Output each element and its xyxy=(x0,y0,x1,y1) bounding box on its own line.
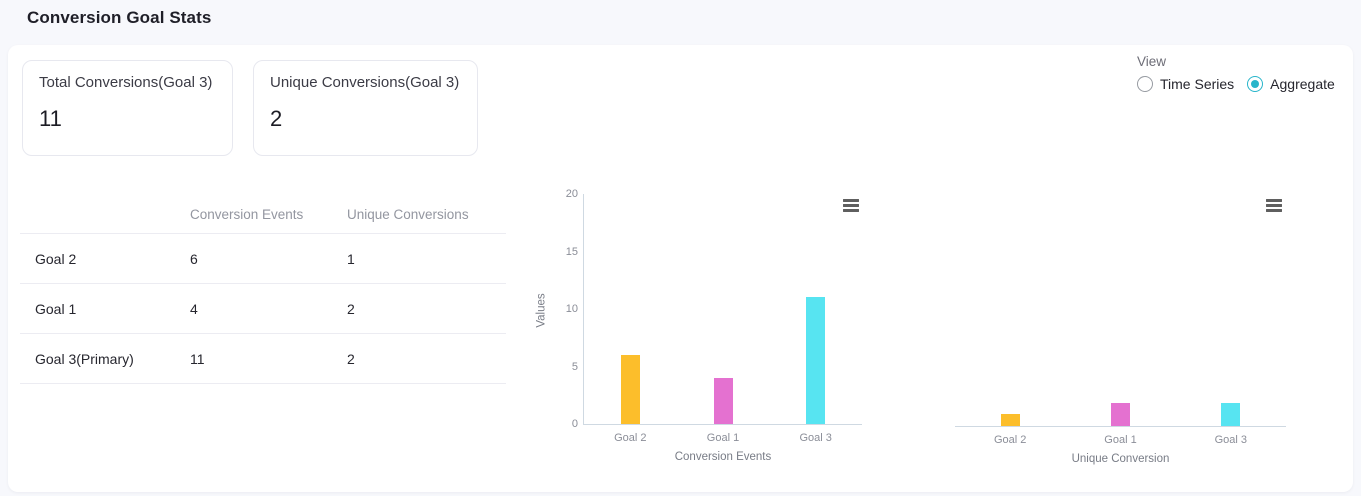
bar-goal-3 xyxy=(1221,403,1241,426)
x-axis-category-label: Goal 3 xyxy=(1214,434,1248,446)
x-axis-category-label: Goal 3 xyxy=(799,432,832,444)
cell-unique-conversions: 2 xyxy=(347,350,355,367)
cell-unique-conversions: 1 xyxy=(347,250,355,267)
hamburger-icon xyxy=(843,199,859,202)
table-header-row: Conversion Events Unique Conversions xyxy=(20,196,506,234)
y-axis-tick-label: 15 xyxy=(565,245,578,258)
hamburger-icon xyxy=(843,204,859,207)
radio-circle-icon xyxy=(1137,76,1153,92)
stat-card-value: 11 xyxy=(39,106,62,131)
x-axis-label: Conversion Events xyxy=(674,451,772,463)
cell-conversion-events: 4 xyxy=(190,300,198,317)
hamburger-icon xyxy=(1266,204,1282,207)
stat-card-label: Unique Conversions(Goal 3) xyxy=(270,74,460,91)
y-axis-label: Values xyxy=(535,293,548,328)
header-cell-conversion-events: Conversion Events xyxy=(190,207,304,222)
radio-aggregate-label[interactable]: Aggregate xyxy=(1270,76,1335,92)
cell-goal-name: Goal 3(Primary) xyxy=(35,350,134,367)
stat-card-unique-conversions: Unique Conversions(Goal 3) 2 xyxy=(253,60,478,156)
x-axis-category-label: Goal 2 xyxy=(614,432,647,444)
table-row: Goal 2 6 1 xyxy=(20,234,506,284)
y-axis-tick-label: 10 xyxy=(565,303,578,315)
page-title: Conversion Goal Stats xyxy=(27,8,212,27)
chart-menu-button[interactable] xyxy=(1266,199,1282,212)
table-row: Goal 1 4 2 xyxy=(20,284,506,334)
content-panel: Total Conversions(Goal 3) 11 Unique Conv… xyxy=(8,45,1353,492)
cell-conversion-events: 6 xyxy=(190,250,198,267)
bar-goal-3 xyxy=(806,297,826,424)
stat-card-value: 2 xyxy=(270,106,283,131)
x-axis-category-label: Goal 2 xyxy=(993,434,1027,446)
radio-time-series-label[interactable]: Time Series xyxy=(1160,76,1235,92)
hamburger-icon xyxy=(843,209,859,212)
bar-goal-2 xyxy=(620,355,640,424)
header-cell-unique-conversions: Unique Conversions xyxy=(347,207,469,222)
x-axis-category-label: Goal 1 xyxy=(706,432,740,444)
stat-card-total-conversions: Total Conversions(Goal 3) 11 xyxy=(22,60,233,156)
radio-aggregate[interactable]: Aggregate xyxy=(1247,76,1335,92)
stat-card-label: Total Conversions(Goal 3) xyxy=(39,74,213,91)
radio-circle-icon xyxy=(1247,76,1264,92)
goals-table: Conversion Events Unique Conversions Goa… xyxy=(20,196,506,384)
chart-menu-button[interactable] xyxy=(843,199,859,212)
unique-conversion-chart: Unique Conversion Goal 2 Goal 1 Goal 3 xyxy=(955,196,1286,465)
hamburger-icon xyxy=(1266,199,1282,202)
cell-unique-conversions: 2 xyxy=(347,300,355,317)
bar-goal-2 xyxy=(1000,414,1020,426)
x-axis-label: Unique Conversion xyxy=(1071,453,1170,465)
hamburger-icon xyxy=(1266,209,1282,212)
bar-goal-1 xyxy=(1111,403,1130,426)
table-row: Goal 3(Primary) 11 2 xyxy=(20,334,506,384)
x-axis-category-label: Goal 1 xyxy=(1104,434,1137,446)
y-axis-tick-label: 20 xyxy=(565,188,578,200)
cell-goal-name: Goal 2 xyxy=(35,250,77,267)
y-axis-tick-label: 5 xyxy=(571,360,578,373)
y-axis-tick-label: 0 xyxy=(571,418,578,430)
radio-time-series[interactable]: Time Series xyxy=(1137,76,1234,92)
view-group-label: View xyxy=(1137,54,1167,69)
bar-goal-1 xyxy=(713,378,733,424)
conversion-events-chart: Conversion Events 0 5 10 15 20 Goal 2 Goal 1 Go… xyxy=(566,188,862,463)
cell-goal-name: Goal 1 xyxy=(35,300,77,317)
cell-conversion-events: 11 xyxy=(190,350,205,367)
view-radio-group: Time Series Aggregate xyxy=(1137,76,1335,92)
